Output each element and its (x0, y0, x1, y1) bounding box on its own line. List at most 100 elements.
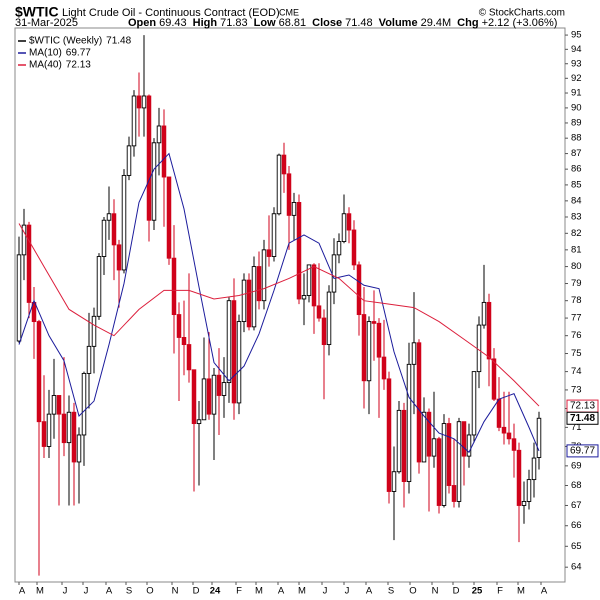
candle-body (326, 291, 332, 346)
y-tick-label: 76 (571, 330, 582, 341)
candle-body (441, 423, 447, 506)
candle-body (126, 145, 132, 176)
stat-value: +2.12 (+3.06%) (482, 17, 558, 29)
stat-label: Volume (379, 17, 418, 29)
candle-body (461, 421, 467, 457)
candle-body (161, 125, 167, 178)
candle-body (476, 324, 482, 373)
candle-body (381, 356, 387, 380)
candle-body (396, 409, 402, 473)
y-tick-label: 66 (571, 520, 582, 531)
candle-body (271, 213, 277, 257)
candle-body (151, 142, 157, 221)
ma-line (18, 152, 540, 454)
candle-body (196, 419, 202, 425)
candle-body (436, 438, 442, 506)
candle-body (391, 471, 397, 492)
y-tick-label: 90 (571, 102, 582, 113)
candle-body (86, 345, 92, 374)
candle-body (176, 314, 182, 338)
candle-body (466, 434, 472, 457)
candle-body (216, 374, 222, 396)
stat-value: 71.48 (345, 17, 373, 29)
x-tick-label: J (345, 586, 350, 597)
y-tick-label: 94 (571, 44, 582, 55)
candle-body (51, 395, 57, 415)
candle-body (316, 305, 322, 319)
candle-body (76, 434, 82, 463)
candle-body (116, 244, 122, 271)
candle-body (226, 300, 232, 384)
candle-body (531, 457, 537, 481)
x-tick-label: S (126, 586, 132, 597)
candle-body (291, 202, 297, 216)
x-tick-label: M (298, 586, 306, 597)
y-tick-label: 89 (571, 117, 582, 128)
x-tick-label: S (388, 586, 394, 597)
candle-body (166, 176, 172, 259)
y-tick-label: 64 (571, 562, 582, 573)
y-tick-label: 91 (571, 88, 582, 99)
candle-body (61, 413, 67, 444)
candle-body (521, 501, 527, 506)
candle-body (66, 411, 72, 444)
y-tick-label: 82 (571, 228, 582, 239)
candle-body (371, 321, 377, 324)
y-tick-label: 69 (571, 460, 582, 471)
legend-value: 71.48 (106, 36, 131, 47)
legend-value: 72.13 (66, 60, 91, 71)
candle-body (156, 125, 162, 144)
x-tick-label: A (19, 586, 26, 597)
x-tick-label: J (323, 586, 328, 597)
y-tick-label: 85 (571, 179, 582, 190)
candle-body (236, 321, 242, 404)
credit: © StockCharts.com (479, 8, 565, 19)
candle-body (56, 395, 62, 415)
x-tick-label: N (172, 586, 179, 597)
stat-label: Low (254, 17, 276, 29)
candle-body (416, 342, 422, 463)
candle-body (21, 224, 27, 256)
y-tick-label: 65 (571, 541, 582, 552)
candle-body (421, 411, 427, 463)
candle-body (446, 423, 452, 486)
last-value-label: 69.77 (570, 446, 595, 457)
x-tick-label: O (409, 586, 416, 597)
y-tick-label: 73 (571, 384, 582, 395)
candle-body (341, 213, 347, 243)
candle-body (321, 317, 327, 346)
y-tick-label: 68 (571, 480, 582, 491)
plot-frame (14, 27, 566, 583)
candle-body (111, 213, 117, 246)
candle-body (471, 371, 477, 436)
candle-body (36, 321, 42, 423)
x-tick-label: M (255, 586, 263, 597)
y-tick-label: 95 (571, 30, 582, 41)
candle-body (456, 421, 462, 502)
candle-body (376, 322, 382, 358)
candle-body (331, 254, 337, 293)
x-tick-label: F (236, 586, 242, 597)
last-value-box (566, 444, 599, 458)
candle-body (266, 249, 272, 257)
candle-body (431, 438, 437, 457)
stats: Open 69.43 High 71.83 Low 68.81 Close 71.48 Volu… (128, 17, 557, 29)
y-tick-label: 86 (571, 164, 582, 175)
candle-body (311, 264, 317, 307)
stat-label: Chg (457, 17, 478, 29)
candle-body (256, 266, 262, 302)
candle-body (136, 95, 142, 109)
x-tick-label: 24 (210, 586, 221, 597)
stat-value: 29.4M (421, 17, 452, 29)
candle-body (356, 264, 362, 316)
y-tick-label: 71 (571, 422, 582, 433)
stat-value: 68.81 (279, 17, 307, 29)
candle-body (181, 337, 187, 346)
y-tick-label: 75 (571, 348, 582, 359)
stat-label: Close (312, 17, 342, 29)
candle-body (146, 95, 152, 221)
x-tick-label: F (497, 586, 503, 597)
last-value-label: 72.13 (570, 401, 595, 412)
candle-body (496, 398, 502, 428)
